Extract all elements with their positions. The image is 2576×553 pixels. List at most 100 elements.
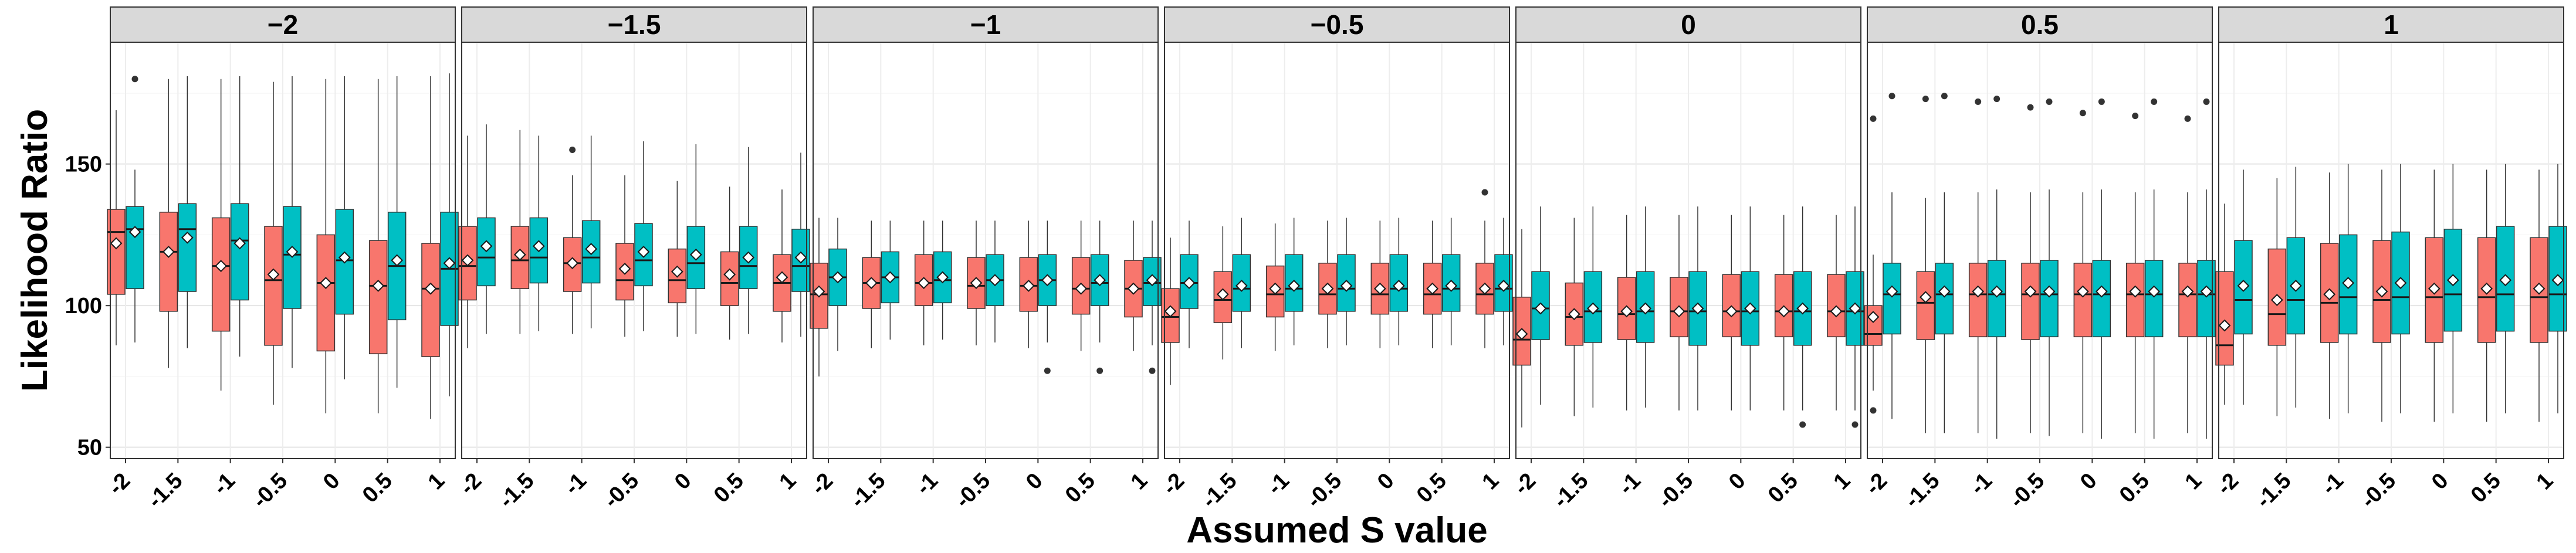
boxplot-box (1370, 220, 1390, 348)
panel-border (813, 42, 1159, 459)
x-tick-label: 0.5 (1061, 469, 1100, 508)
boxplot-box (1213, 226, 1233, 359)
x-axis-title: Assumed S value (1186, 510, 1487, 551)
mean-diamond (671, 265, 683, 278)
facet-strip (110, 6, 456, 43)
outlier-point (1096, 367, 1103, 374)
box-iqr (2040, 260, 2059, 338)
outlier-point (2027, 104, 2034, 111)
facet-strip (461, 6, 807, 43)
boxplot-box (1722, 215, 1741, 410)
box-iqr (211, 217, 231, 332)
boxplot-box (1987, 96, 2006, 439)
mean-diamond (1972, 285, 1985, 298)
boxplot-box (581, 135, 601, 328)
boxplot-box (1284, 218, 1304, 345)
mean-diamond (1340, 279, 1353, 292)
mean-diamond (233, 237, 246, 250)
boxplot-box (2040, 98, 2059, 436)
boxplot-box (986, 220, 1004, 342)
boxplot-box (1741, 206, 1760, 410)
x-tick-label: -1 (1614, 469, 1646, 500)
boxplot-box (1071, 220, 1091, 351)
boxplot-box (2021, 104, 2040, 433)
x-tick-label: 1 (775, 469, 801, 495)
box-iqr (1987, 260, 2006, 338)
mean-diamond (2289, 279, 2302, 292)
y-tick-label: 150 (65, 152, 102, 177)
mean-diamond (162, 246, 175, 258)
mean-diamond (1515, 328, 1528, 340)
mean-diamond (1373, 282, 1386, 295)
mean-diamond (566, 257, 579, 270)
boxplot-box (1617, 215, 1636, 410)
facet-strip-label: −1.5 (608, 9, 661, 40)
outlier-point (1481, 189, 1488, 196)
outlier-point (1941, 93, 1948, 100)
mean-diamond (2200, 285, 2213, 298)
mean-diamond (424, 282, 437, 295)
x-tick-label: -1.5 (143, 469, 188, 513)
mean-diamond (831, 271, 844, 284)
box-iqr (230, 203, 249, 301)
mean-diamond (1691, 302, 1704, 315)
mean-diamond (1886, 285, 1898, 298)
y-axis: 50 100 150 (65, 152, 110, 460)
outlier-point (1044, 367, 1051, 374)
boxplot-box (283, 76, 302, 368)
boxplot-box (230, 76, 249, 357)
mean-diamond (2181, 285, 2194, 298)
boxplot-box (1774, 215, 1793, 410)
x-tick-label: -2 (455, 469, 487, 500)
mean-diamond (1673, 305, 1685, 318)
mean-diamond (1938, 285, 1951, 298)
mean-diamond (2499, 274, 2512, 287)
boxplot-box (2530, 169, 2548, 422)
facet-strip-label: 1 (2384, 9, 2399, 40)
boxplot-box (2125, 113, 2145, 433)
mean-diamond (1321, 282, 1334, 295)
panel-border (110, 42, 456, 459)
boxplot-box (668, 181, 687, 337)
x-tick-label: 1 (1478, 469, 1504, 495)
boxplot-box (1636, 206, 1655, 408)
outlier-point (1870, 407, 1877, 414)
panel-border (1515, 42, 1861, 459)
boxplot-box (529, 135, 549, 331)
mean-diamond (532, 240, 545, 253)
boxplot-box (510, 130, 530, 334)
box-iqr (1935, 262, 1954, 335)
x-tick-label: 1 (424, 469, 450, 495)
mean-diamond (1041, 274, 1054, 287)
mean-diamond (794, 251, 807, 264)
x-tick-label: -2 (2212, 469, 2244, 500)
boxplot-box (264, 82, 283, 405)
boxplot-box (2496, 164, 2515, 413)
x-tick-label: 0.5 (2466, 469, 2506, 508)
mean-diamond (2148, 285, 2161, 298)
mean-diamond (267, 268, 280, 281)
y-axis-title: Likelihood Ratio (15, 109, 55, 392)
boxplot-box (126, 76, 144, 342)
boxplot-box (2320, 172, 2339, 419)
outlier-point (2203, 98, 2210, 105)
facet-strip (1164, 6, 1510, 43)
x-tick-label: -0.5 (2356, 469, 2401, 513)
outlier-point (2151, 98, 2158, 105)
mean-diamond (689, 248, 702, 261)
x-tick-label: -0.5 (2005, 469, 2049, 513)
x-tick-label: -1.5 (495, 469, 539, 513)
mean-diamond (618, 262, 631, 275)
mean-diamond (1991, 285, 2003, 298)
boxplot-box (2391, 164, 2410, 413)
boxplot-box (1688, 206, 1707, 410)
facet-panel: 0 -2 -1.5 -1 -0.5 0 0.5 1 (1509, 6, 1864, 513)
box-iqr (2267, 248, 2287, 346)
mean-diamond (2043, 285, 2056, 298)
outlier-point (1922, 96, 1929, 103)
mean-diamond (1568, 308, 1580, 321)
mean-diamond (1796, 302, 1809, 315)
mean-diamond (128, 226, 141, 239)
boxplot-box (1670, 215, 1688, 410)
y-tick-label: 100 (65, 294, 102, 318)
